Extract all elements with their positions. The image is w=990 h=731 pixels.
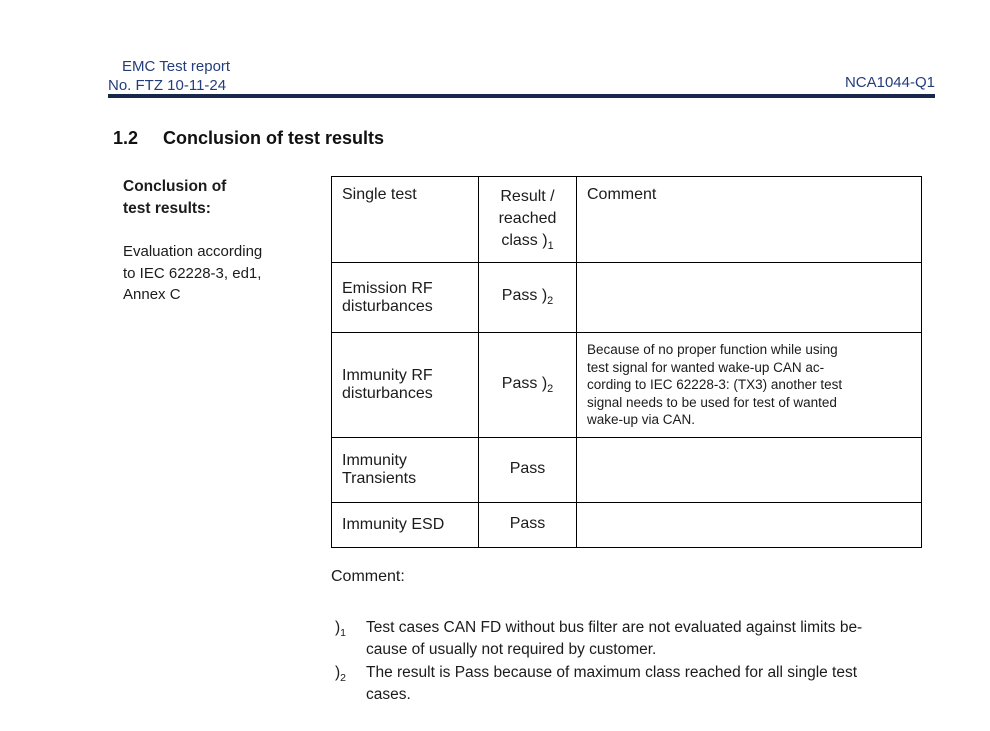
result-cell: Pass )2 — [478, 332, 577, 438]
test-name-cell: Immunity Transients — [331, 437, 479, 503]
doc-code: NCA1044-Q1 — [844, 74, 935, 91]
section-heading: 1.2 Conclusion of test results — [113, 128, 384, 149]
page-header-left: EMC Test report No. FTZ 10-11-24 — [108, 57, 230, 95]
footnote-text: The result is Pass because of maximum cl… — [366, 664, 858, 703]
test-name-cell: Immunity ESD — [331, 502, 479, 548]
section-title: Conclusion of test results — [163, 128, 385, 148]
result-cell: Pass — [478, 502, 577, 548]
section-number: 1.2 — [113, 128, 139, 148]
report-number: No. FTZ 10-11-24 — [108, 77, 227, 94]
footnote-item: )2 The result is Pass because of maximum… — [335, 662, 935, 705]
comment-cell — [576, 502, 922, 548]
sidebar-description: Evaluation according to IEC 62228-3, ed1… — [123, 243, 263, 303]
results-table: Single test Result / reached class )1 Co… — [331, 176, 922, 548]
footnote-marker: )2 — [335, 664, 347, 685]
report-title: EMC Test report — [122, 58, 231, 75]
result-footnote-ref: 2 — [547, 383, 554, 396]
comment-label: Comment: — [331, 568, 405, 585]
header-rule — [108, 94, 935, 98]
table-row: Immunity Transients Pass — [331, 437, 922, 503]
comment-cell — [576, 437, 922, 503]
sidebar-block: Conclusion of test results: Evaluation a… — [123, 176, 318, 306]
header-comment-label: Comment — [587, 186, 657, 203]
test-name-cell: Immunity RF disturbances — [331, 332, 479, 438]
footnote-item: )1 Test cases CAN FD without bus filter … — [335, 617, 935, 660]
header-result-class: Result / reached class )1 — [478, 176, 577, 263]
footnote-marker: )1 — [335, 619, 347, 640]
result-cell: Pass — [478, 437, 577, 503]
header-result-footnote-ref: 1 — [547, 240, 554, 253]
result-cell: Pass )2 — [478, 262, 577, 333]
header-single-test: Single test — [331, 176, 479, 263]
header-single-test-label: Single test — [342, 186, 417, 203]
footnotes: )1 Test cases CAN FD without bus filter … — [335, 617, 935, 707]
footnote-text: Test cases CAN FD without bus filter are… — [366, 619, 863, 658]
comment-cell — [576, 262, 922, 333]
table-header-row: Single test Result / reached class )1 Co… — [331, 176, 922, 263]
comment-cell: Because of no proper function while usin… — [576, 332, 922, 438]
header-result-label: Result / reached class ) — [498, 188, 557, 249]
sidebar-label: Conclusion of test results: — [123, 178, 227, 217]
table-row: Emission RF disturbances Pass )2 — [331, 262, 922, 333]
result-footnote-ref: 2 — [547, 295, 554, 308]
test-name-cell: Emission RF disturbances — [331, 262, 479, 333]
header-comment: Comment — [576, 176, 922, 263]
table-row: Immunity ESD Pass — [331, 502, 922, 548]
table-row: Immunity RF disturbances Pass )2 Because… — [331, 332, 922, 438]
